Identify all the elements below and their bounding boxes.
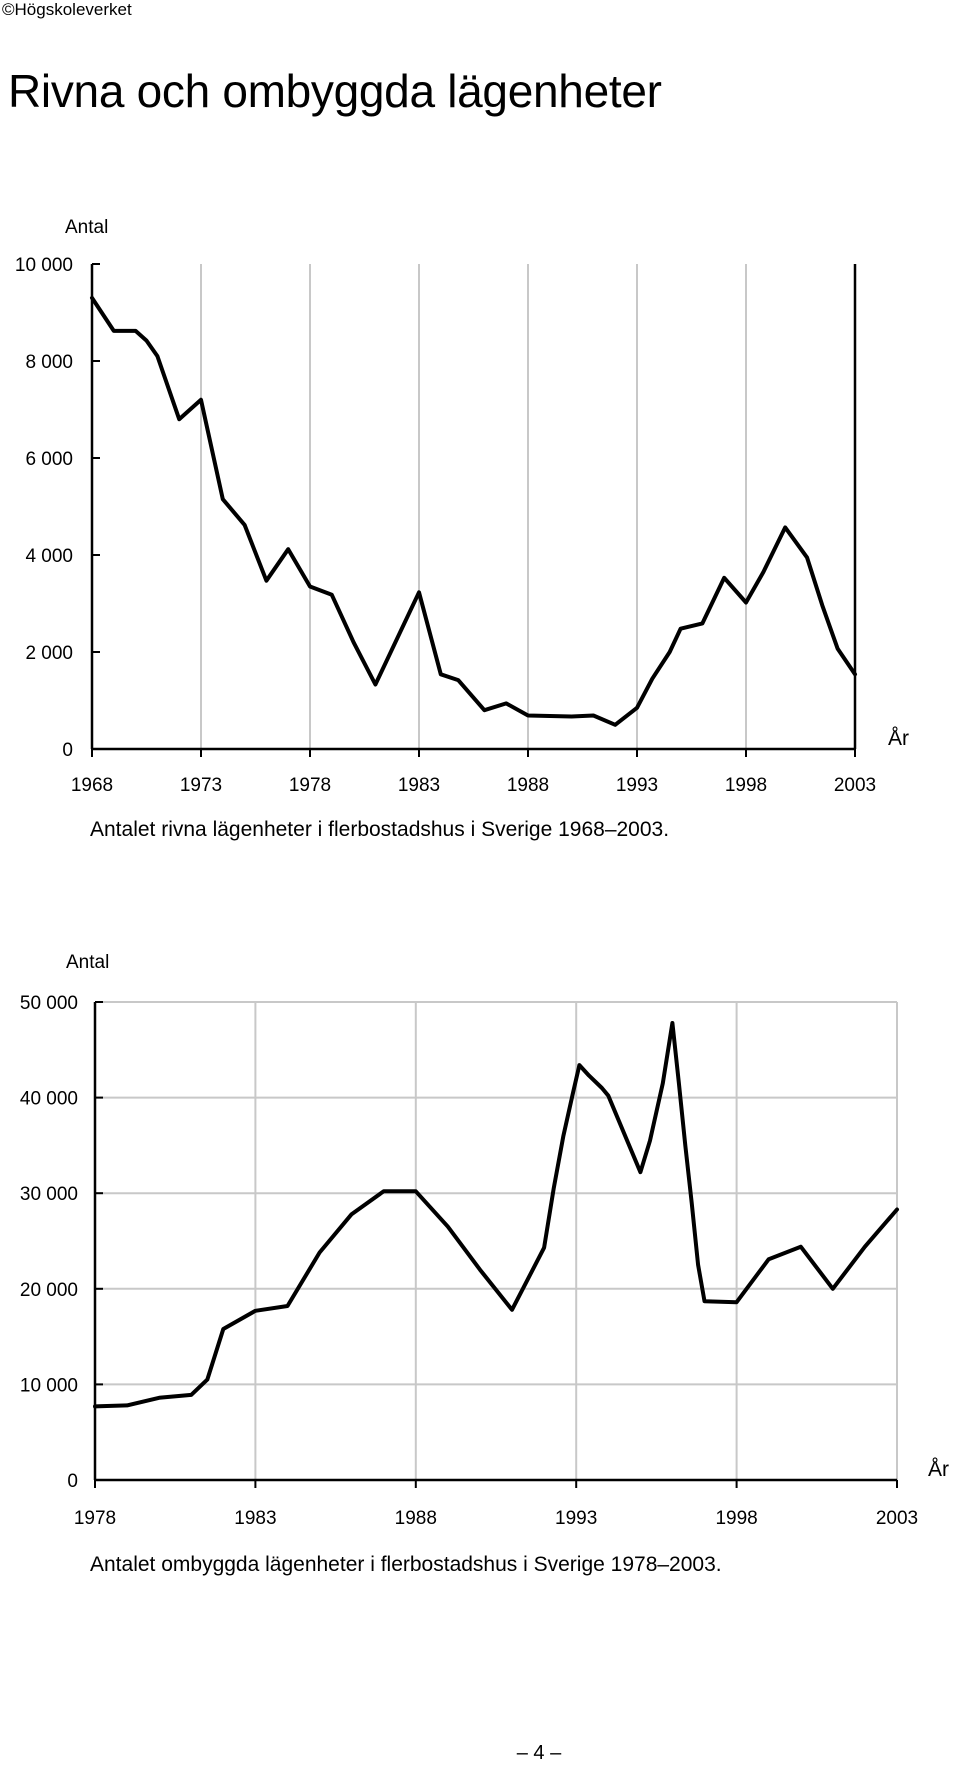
y-tick-label: 40 000 [20, 1089, 78, 1110]
x-tick-label: 1983 [234, 1508, 276, 1529]
y-tick-label: 30 000 [20, 1184, 78, 1205]
x-tick-label: 2003 [834, 775, 876, 796]
y-axis-title: Antal [65, 217, 108, 238]
x-tick-label: 1998 [725, 775, 767, 796]
y-axis-title: Antal [66, 952, 109, 973]
rebuilt-apartments-chart: 0 10 000 20 000 30 000 40 000 50 000 1978 1983 1… [20, 952, 949, 1529]
chart1-caption: Antalet rivna lägenheter i flerbostadshu… [90, 818, 670, 841]
y-tick-label: 2 000 [25, 643, 73, 664]
x-axis-title: År [888, 727, 909, 750]
page-number: – 4 – [516, 1742, 562, 1764]
chart2-caption: Antalet ombyggda lägenheter i flerbostad… [90, 1553, 722, 1576]
x-tick-label: 2003 [876, 1508, 918, 1529]
x-tick-label: 1968 [71, 775, 113, 796]
demolished-apartments-chart: 0 2 000 4 000 6 000 8 000 10 000 1968 1973 1978 1… [15, 217, 909, 796]
x-tick-label: 1993 [555, 1508, 597, 1529]
data-line [90, 295, 857, 727]
x-tick-label: 1973 [180, 775, 222, 796]
x-axis-title: År [928, 1458, 949, 1481]
y-tick-label: 10 000 [15, 255, 73, 276]
y-tick-label: 8 000 [25, 352, 73, 373]
x-tick-label: 1983 [398, 775, 440, 796]
x-tick-label: 1978 [289, 775, 331, 796]
data-line [93, 1021, 899, 1409]
y-tick-label: 20 000 [20, 1280, 78, 1301]
y-tick-label: 6 000 [25, 449, 73, 470]
y-tick-label: 50 000 [20, 993, 78, 1014]
x-tick-label: 1988 [507, 775, 549, 796]
page-title: Rivna och ombyggda lägenheter [8, 65, 662, 117]
x-tick-label: 1978 [74, 1508, 116, 1529]
y-tick-label: 4 000 [25, 546, 73, 567]
x-tick-label: 1988 [395, 1508, 437, 1529]
x-tick-label: 1998 [715, 1508, 757, 1529]
x-tick-label: 1993 [616, 775, 658, 796]
y-tick-label: 0 [62, 740, 73, 761]
y-tick-label: 0 [67, 1471, 78, 1492]
y-tick-label: 10 000 [20, 1375, 78, 1396]
copyright-notice: ©Högskoleverket [2, 0, 132, 19]
